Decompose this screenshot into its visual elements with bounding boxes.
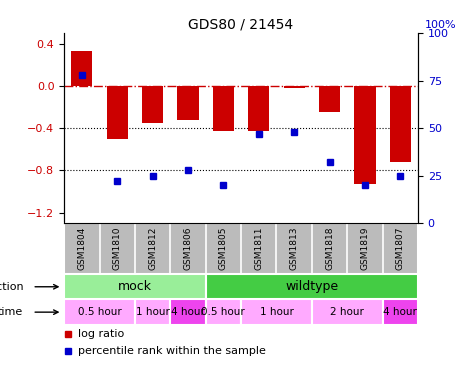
Text: log ratio: log ratio (78, 329, 124, 339)
Text: infection: infection (0, 282, 23, 292)
Text: 2 hour: 2 hour (330, 307, 364, 317)
Bar (177, 86, 199, 120)
Text: GSM1818: GSM1818 (325, 227, 334, 270)
Text: 0.5 hour: 0.5 hour (77, 307, 122, 317)
Bar (71, 51, 93, 86)
Bar (106, 86, 128, 139)
Text: 100%: 100% (425, 20, 456, 30)
Text: percentile rank within the sample: percentile rank within the sample (78, 346, 266, 356)
Text: 4 hour: 4 hour (383, 307, 417, 317)
Bar (206, 274, 418, 299)
Text: GSM1810: GSM1810 (113, 227, 122, 270)
Text: GSM1805: GSM1805 (219, 227, 228, 270)
Text: GSM1804: GSM1804 (77, 227, 86, 270)
Text: time: time (0, 307, 23, 317)
Text: 1 hour: 1 hour (259, 307, 294, 317)
Bar (319, 86, 340, 112)
Text: GSM1813: GSM1813 (290, 227, 299, 270)
Bar (383, 299, 418, 325)
Bar (142, 86, 163, 123)
Bar (64, 274, 206, 299)
Text: mock: mock (118, 280, 152, 293)
Bar (170, 299, 206, 325)
Text: GSM1811: GSM1811 (254, 227, 263, 270)
Bar (64, 299, 135, 325)
Bar (312, 299, 382, 325)
Bar (284, 86, 305, 88)
Text: GSM1806: GSM1806 (183, 227, 192, 270)
Text: 0.5 hour: 0.5 hour (201, 307, 245, 317)
Bar (206, 299, 241, 325)
Bar (213, 86, 234, 131)
Text: 1 hour: 1 hour (136, 307, 170, 317)
Bar (354, 86, 376, 184)
Bar (135, 299, 171, 325)
Bar (248, 86, 269, 131)
Bar (241, 299, 312, 325)
Text: wildtype: wildtype (285, 280, 338, 293)
Text: GSM1807: GSM1807 (396, 227, 405, 270)
Bar (390, 86, 411, 162)
Text: GSM1819: GSM1819 (361, 227, 370, 270)
Title: GDS80 / 21454: GDS80 / 21454 (189, 18, 294, 32)
Text: 4 hour: 4 hour (171, 307, 205, 317)
Text: GSM1812: GSM1812 (148, 227, 157, 270)
